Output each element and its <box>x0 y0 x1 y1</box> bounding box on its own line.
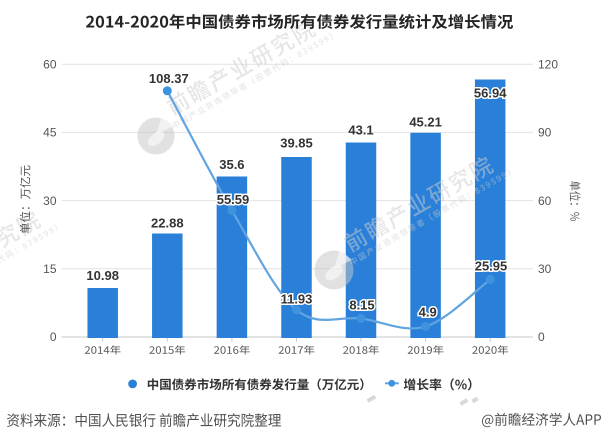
svg-text:120: 120 <box>538 57 558 71</box>
svg-text:45: 45 <box>43 126 57 140</box>
svg-text:0: 0 <box>538 330 545 344</box>
svg-text:10.98: 10.98 <box>86 268 119 283</box>
svg-text:30: 30 <box>538 262 552 276</box>
svg-text:90: 90 <box>538 126 552 140</box>
svg-text:108.37: 108.37 <box>149 71 189 86</box>
svg-text:11.93: 11.93 <box>281 292 313 307</box>
svg-text:56.94: 56.94 <box>474 85 507 100</box>
svg-text:60: 60 <box>43 57 57 71</box>
svg-text:0: 0 <box>50 330 57 344</box>
svg-text:22.88: 22.88 <box>151 215 184 230</box>
svg-text:35.6: 35.6 <box>219 157 244 172</box>
svg-text:8.15: 8.15 <box>349 298 374 313</box>
svg-text:55.59: 55.59 <box>217 192 250 207</box>
svg-text:15: 15 <box>43 262 57 276</box>
svg-text:4.9: 4.9 <box>419 305 437 320</box>
svg-text:60: 60 <box>538 194 552 208</box>
svg-text:39.85: 39.85 <box>280 135 313 150</box>
svg-text:43.1: 43.1 <box>348 123 373 138</box>
svg-text:25.95: 25.95 <box>475 259 508 274</box>
svg-text:30: 30 <box>43 194 57 208</box>
svg-text:45.21: 45.21 <box>409 114 442 129</box>
